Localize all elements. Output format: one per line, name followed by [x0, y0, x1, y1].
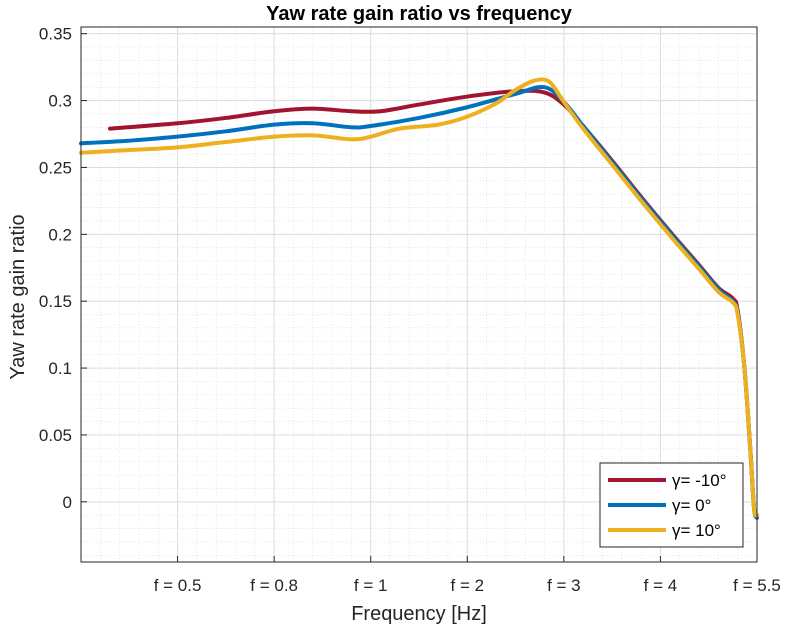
chart-title: Yaw rate gain ratio vs frequency: [266, 3, 573, 25]
x-tick-label: f = 0.8: [250, 576, 298, 595]
x-tick-label: f = 4: [644, 576, 678, 595]
y-tick-label: 0.3: [48, 92, 72, 111]
series-line-3: [79, 77, 759, 518]
y-axis-ticks: 0.35 0.3 0.25 0.2 0.15 0.1 0.05 0: [39, 25, 87, 512]
x-axis-label: Frequency [Hz]: [351, 603, 487, 625]
legend-label-1: γ= -10°: [672, 471, 727, 490]
x-tick-label: f = 5.5: [733, 576, 781, 595]
y-tick-label: 0.35: [39, 25, 72, 44]
series-layer: [79, 77, 759, 520]
y-tick-label: 0.2: [48, 225, 72, 244]
x-tick-label: f = 2: [451, 576, 485, 595]
y-tick-label: 0.25: [39, 158, 72, 177]
x-tick-label: f = 1: [354, 576, 388, 595]
plot-frame: [80, 26, 758, 563]
legend-label-2: γ= 0°: [672, 496, 711, 515]
legend-label-3: γ= 10°: [672, 521, 721, 540]
legend: γ= -10° γ= 0° γ= 10°: [599, 462, 744, 548]
x-axis-ticks: f = 0.5 f = 0.8 f = 1 f = 2 f = 3 f = 4 f = 5.…: [154, 556, 781, 595]
y-tick-label: 0: [63, 493, 72, 512]
x-tick-label: f = 3: [547, 576, 581, 595]
x-tick-label: f = 0.5: [154, 576, 202, 595]
y-tick-label: 0.15: [39, 292, 72, 311]
y-tick-label: 0.05: [39, 426, 72, 445]
y-axis-label: Yaw rate gain ratio: [7, 214, 29, 379]
y-tick-label: 0.1: [48, 359, 72, 378]
